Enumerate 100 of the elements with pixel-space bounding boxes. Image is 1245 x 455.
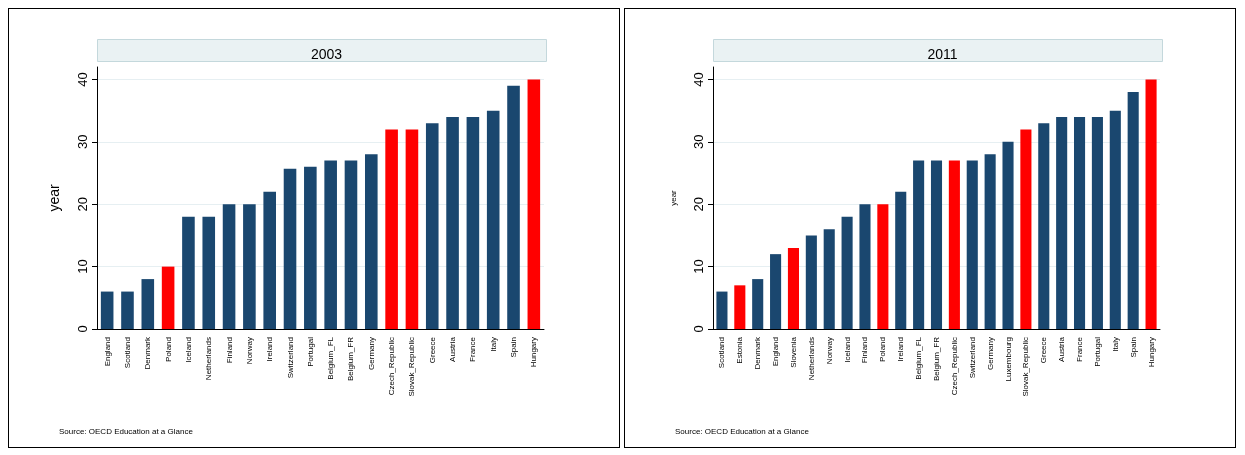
x-tick-label: Italy: [488, 337, 498, 352]
x-tick-label: Belgium_FR: [932, 336, 941, 382]
y-tick-label: 20: [691, 197, 706, 212]
x-tick-label: Slovak_Republic: [1021, 337, 1031, 397]
bar: [734, 285, 746, 329]
bar: [1091, 116, 1103, 329]
x-tick-label: Belgium_FR: [346, 336, 356, 382]
x-tick-label: Luxembourg: [1003, 337, 1013, 382]
bar: [823, 229, 835, 329]
bar: [770, 254, 782, 329]
x-tick-label: Portugal: [305, 336, 315, 367]
x-tick-label: Germany: [366, 337, 376, 370]
x-tick-label: Czech_Republic: [387, 337, 397, 396]
bar: [805, 235, 817, 329]
bar: [141, 279, 155, 329]
bar: [446, 116, 459, 329]
y-axis-title: year: [46, 184, 62, 212]
x-tick-label: Iceland: [183, 337, 193, 363]
bar: [787, 247, 799, 329]
x-tick-label: Norway: [824, 337, 834, 365]
x-tick-label: Estonia: [735, 336, 745, 364]
bar: [161, 266, 175, 329]
bar: [100, 291, 114, 329]
y-tick-label: 30: [75, 134, 90, 150]
x-tick-label: Belgium_FL: [326, 336, 336, 380]
source-note: Source: OECD Education at a Glance: [675, 426, 810, 436]
x-tick-label: Finland: [224, 337, 234, 364]
x-tick-label: Hungary: [529, 337, 539, 368]
y-tick-label: 40: [75, 72, 90, 87]
x-tick-label: Slovenia: [788, 336, 798, 368]
bar: [966, 160, 978, 329]
x-tick-label: Belgium_FL: [914, 336, 924, 380]
bar: [1074, 116, 1086, 329]
chart-title: 2011: [927, 46, 958, 62]
bar: [948, 160, 960, 329]
bar: [344, 160, 358, 329]
x-tick-label: England: [771, 337, 781, 367]
bar: [202, 216, 216, 329]
x-tick-label: Switzerland: [285, 337, 295, 379]
bar: [984, 154, 996, 329]
x-tick-label: England: [102, 337, 112, 367]
x-tick-label: Iceland: [842, 337, 852, 363]
x-tick-label: Ireland: [896, 337, 906, 362]
x-tick-label: Poland: [878, 337, 888, 362]
x-tick-label: Germany: [985, 337, 995, 370]
bar: [182, 216, 195, 329]
x-tick-label: Hungary: [1146, 337, 1156, 368]
bar: [913, 160, 925, 329]
bar: [752, 279, 764, 329]
bar: [324, 160, 337, 329]
bar: [859, 204, 871, 329]
x-tick-label: Poland: [163, 337, 173, 362]
x-tick-label: Netherlands: [204, 337, 214, 381]
y-tick-label: 0: [75, 325, 90, 333]
y-tick-label: 40: [691, 72, 706, 87]
x-tick-label: Italy: [1110, 337, 1120, 352]
bar: [304, 166, 317, 329]
bar: [405, 129, 419, 329]
bar: [365, 154, 378, 329]
bar: [527, 79, 541, 329]
bar: [1056, 116, 1068, 329]
bar: [283, 168, 297, 329]
bar: [385, 129, 398, 329]
bar: [1109, 110, 1121, 329]
y-tick-label: 0: [691, 325, 706, 333]
bar: [263, 191, 276, 329]
x-tick-label: Austria: [448, 336, 458, 362]
y-tick-label: 10: [75, 259, 90, 274]
bar: [1002, 141, 1014, 329]
x-tick-label: Austria: [1057, 336, 1067, 362]
chart-title: 2003: [310, 46, 343, 62]
x-tick-label: Norway: [244, 337, 254, 365]
y-tick-label: 10: [691, 259, 706, 274]
bar: [841, 216, 853, 329]
y-axis-title: year: [668, 189, 678, 206]
bar: [466, 116, 480, 329]
bar: [930, 160, 943, 329]
bar: [877, 204, 889, 329]
x-tick-label: Spain: [1128, 337, 1138, 358]
x-tick-label: Denmark: [753, 336, 763, 370]
bar: [1145, 79, 1157, 329]
x-tick-label: Netherlands: [806, 337, 816, 381]
x-tick-label: Scotland: [122, 337, 132, 369]
bar: [895, 191, 907, 329]
x-tick-label: Spain: [509, 337, 519, 358]
x-tick-label: Portugal: [1092, 336, 1102, 367]
x-tick-label: Ireland: [265, 337, 275, 362]
bar: [486, 110, 500, 329]
x-tick-label: Slovak_Republic: [407, 337, 417, 397]
x-tick-label: Scotland: [717, 337, 727, 369]
bar: [1127, 91, 1139, 329]
x-tick-label: Greece: [427, 336, 437, 364]
bar: [222, 204, 236, 329]
bar: [425, 123, 439, 329]
x-tick-label: Greece: [1039, 336, 1049, 364]
bar: [121, 291, 134, 329]
bar: [243, 204, 256, 329]
source-note: Source: OECD Education at a Glance: [59, 426, 194, 436]
y-tick-label: 30: [691, 134, 706, 150]
x-tick-label: Czech_Republic: [949, 337, 959, 396]
